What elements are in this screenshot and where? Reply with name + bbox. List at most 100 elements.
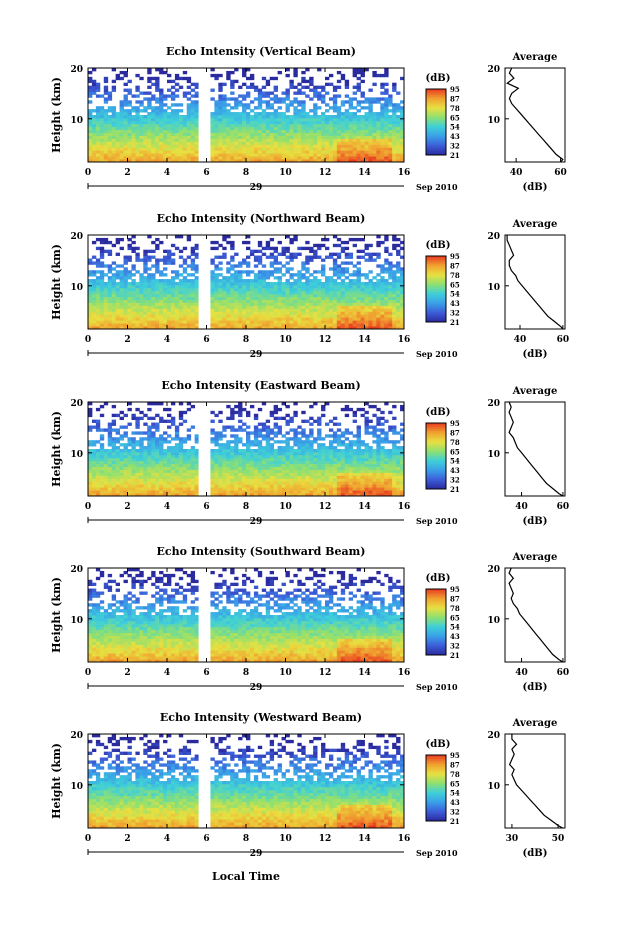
heatmap-cell (305, 276, 310, 280)
heatmap-cell (388, 264, 393, 268)
heatmap-cell (340, 326, 346, 330)
heatmap-cell (115, 478, 120, 482)
colorbar-tick-label: 78 (450, 104, 460, 113)
heatmap-cell (147, 416, 152, 421)
heatmap-cell (392, 290, 397, 295)
heatmap-cell (246, 410, 251, 415)
heatmap-cell (111, 132, 117, 136)
heatmap-cell (356, 138, 361, 142)
heatmap-cell (246, 457, 251, 462)
heatmap-cell (368, 282, 373, 286)
heatmap-cell (226, 261, 231, 265)
heatmap-cell (230, 493, 235, 497)
heatmap-cell (163, 478, 168, 482)
heatmap-cell (376, 141, 381, 145)
heatmap-cell (143, 299, 148, 303)
heatmap-cell (293, 402, 298, 406)
heatmap-cell (261, 276, 267, 280)
heatmap-cell (328, 284, 334, 289)
heatmap-cell (147, 235, 152, 239)
heatmap-cell (285, 419, 290, 423)
heatmap-cell (115, 129, 120, 134)
heatmap-cell (261, 270, 267, 274)
heatmap-cell (265, 314, 271, 318)
heatmap-cell (285, 323, 290, 327)
heatmap-cell (226, 446, 231, 450)
heatmap-cell (88, 156, 93, 160)
heatmap-cell (107, 493, 113, 497)
heatmap-cell (273, 284, 278, 289)
heatmap-cell (210, 449, 215, 453)
heatmap-cell (155, 82, 160, 87)
heatmap-cell (384, 282, 389, 286)
heatmap-cell (238, 469, 243, 473)
heatmap-cell (364, 106, 369, 110)
heatmap-cell (135, 117, 140, 122)
heatmap-cell (135, 481, 140, 485)
heatmap-cell (297, 487, 302, 491)
heatmap-cell (242, 487, 247, 491)
heatmap-cell (297, 117, 302, 122)
heatmap-cell (127, 454, 132, 459)
heatmap-cell (305, 284, 310, 289)
heatmap-cell (103, 273, 109, 277)
heatmap-cell (155, 100, 160, 104)
heatmap-cell (119, 112, 124, 116)
heatmap-cell (143, 431, 148, 435)
heatmap-cell (222, 282, 227, 286)
heatmap-cell (289, 79, 294, 84)
heatmap-cell (277, 120, 282, 125)
heatmap-cell (91, 302, 97, 306)
heatmap-cell (186, 437, 192, 441)
heatmap-cell (313, 469, 318, 473)
heatmap-cell (131, 138, 136, 142)
colorbar-segment (426, 301, 446, 304)
heatmap-cell (265, 446, 271, 450)
heatmap-cell (376, 129, 381, 134)
heatmap-cell (139, 487, 144, 491)
heatmap-cell (147, 449, 152, 453)
heatmap-cell (174, 290, 180, 295)
colorbar-segment (426, 150, 446, 154)
heatmap-cell (210, 240, 215, 245)
heatmap-cell (400, 153, 405, 157)
heatmap-cell (265, 443, 271, 447)
heatmap-cell (155, 466, 160, 470)
heatmap-cell (246, 484, 251, 488)
heatmap-cell (285, 141, 290, 145)
heatmap-cell (392, 311, 397, 315)
heatmap-cell (222, 159, 227, 163)
heatmap-cell (143, 282, 148, 286)
heatmap-cell (167, 311, 172, 315)
heatmap-cell (155, 481, 160, 485)
heatmap-cell (170, 284, 176, 289)
heatmap-cell (155, 126, 160, 131)
heatmap-cell (99, 120, 105, 125)
heatmap-cell (155, 106, 160, 110)
heatmap-cell (261, 287, 267, 292)
heatmap-cell (269, 135, 275, 139)
heatmap-cell (88, 100, 93, 104)
heatmap-cell (186, 478, 192, 482)
heatmap-cell (103, 484, 109, 488)
heatmap-cell (226, 117, 231, 122)
heatmap-cell (186, 106, 192, 110)
heatmap-cell (131, 290, 136, 295)
heatmap-cell (368, 144, 373, 148)
heatmap-cell (309, 82, 314, 87)
heatmap-cell (167, 252, 172, 256)
heatmap-cell (95, 94, 101, 98)
heatmap-cell (285, 94, 290, 98)
heatmap-cell (328, 73, 334, 78)
heatmap-cell (107, 293, 113, 298)
heatmap-cell (242, 311, 247, 315)
heatmap-cell (123, 299, 128, 303)
heatmap-cell (281, 493, 286, 497)
heatmap-cell (91, 150, 97, 154)
heatmap-cell (186, 109, 192, 113)
heatmap-cell (222, 451, 227, 456)
heatmap-cell (321, 323, 326, 327)
heatmap-cell (143, 481, 148, 485)
heatmap-cell (95, 425, 101, 429)
heatmap-cell (313, 437, 318, 441)
